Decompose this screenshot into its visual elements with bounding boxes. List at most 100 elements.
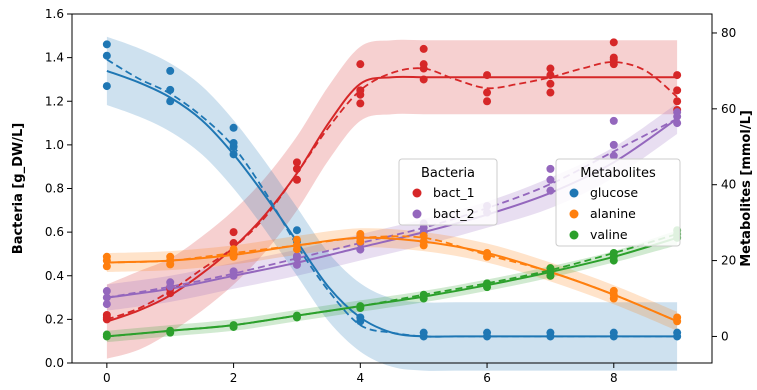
alanine-point xyxy=(483,248,492,257)
bact_1-point xyxy=(546,88,555,97)
bact_1-point xyxy=(419,75,428,84)
left-y-tick-label: 1.2 xyxy=(45,94,64,108)
valine-point xyxy=(419,290,428,299)
bact_2-point xyxy=(673,119,682,128)
bact_1-point xyxy=(229,228,238,237)
glucose-mean-line xyxy=(106,58,678,338)
glucose-point xyxy=(102,51,111,60)
alanine-point xyxy=(419,231,428,240)
left-y-tick-label: 1.4 xyxy=(45,51,64,65)
glucose-point xyxy=(356,313,365,322)
left-y-tick-label: 1.0 xyxy=(45,138,64,152)
bact_1-point xyxy=(292,158,301,167)
legend-glucose-marker xyxy=(569,188,579,198)
bact_2-point xyxy=(546,186,555,195)
valine-point xyxy=(166,326,175,335)
bact_1-point xyxy=(356,99,365,108)
bact_1-fit-line xyxy=(106,75,678,323)
valine-point xyxy=(356,302,365,311)
alanine-point xyxy=(229,245,238,254)
left-y-tick-label: 1.6 xyxy=(45,7,64,21)
legend-bact-1-marker xyxy=(412,188,422,198)
valine-point xyxy=(546,264,555,273)
glucose-point xyxy=(609,328,618,337)
glucose-point xyxy=(546,328,555,337)
bact_1-mean-line xyxy=(106,61,678,321)
alanine-point xyxy=(292,241,301,250)
bact_2-point xyxy=(546,164,555,173)
alanine-point xyxy=(102,262,111,271)
glucose-point xyxy=(419,328,428,337)
bact_1-point xyxy=(102,311,111,320)
right-axis-title: Metabolites [mmol/L] xyxy=(739,110,754,267)
right-y-tick-label: 0 xyxy=(721,329,729,343)
axis-ticks: 0 2 4 6 8 0.0 0.2 0.4 0.6 0.8 1.0 1.2 1.4 1.6 0 20 40 60 8… xyxy=(45,7,736,385)
bact_1-point xyxy=(546,71,555,80)
x-tick-label: 4 xyxy=(356,371,364,385)
bact_1-point xyxy=(546,79,555,88)
valine-point xyxy=(609,248,618,257)
legend-bacteria: Bacteria bact_1 bact_2 xyxy=(398,158,498,226)
bact_1-point xyxy=(546,64,555,73)
left-axis-title: Bacteria [g_DW/L] xyxy=(11,123,26,254)
bact_2-point xyxy=(292,260,301,269)
left-y-tick-label: 0.8 xyxy=(45,182,64,196)
x-tick-label: 6 xyxy=(483,371,491,385)
legend-bact-2-label: bact_2 xyxy=(433,206,475,221)
right-y-tick-label: 40 xyxy=(721,178,736,192)
bact_1-point xyxy=(419,60,428,69)
bact_1-point xyxy=(483,71,492,80)
bact_1-point xyxy=(609,38,618,47)
legend-bacteria-box xyxy=(398,158,498,226)
alanine-point xyxy=(609,286,618,295)
valine-point xyxy=(292,311,301,320)
alanine-mean-line xyxy=(106,235,678,323)
bact_1-point xyxy=(673,86,682,95)
left-y-tick-label: 0.4 xyxy=(45,269,64,283)
left-y-tick-label: 0.0 xyxy=(45,356,64,370)
valine-point xyxy=(483,279,492,288)
bact_2-point xyxy=(609,140,618,149)
valine-point xyxy=(102,330,111,339)
glucose-band xyxy=(106,36,678,371)
bact_1-point xyxy=(292,175,301,184)
alanine-point xyxy=(419,237,428,246)
bact_2-point xyxy=(229,267,238,276)
right-y-tick-label: 80 xyxy=(721,26,736,40)
alanine-point xyxy=(102,252,111,261)
left-y-tick-label: 0.2 xyxy=(45,312,64,326)
bact_2-point xyxy=(546,175,555,184)
bact_1-point xyxy=(483,97,492,106)
glucose-point xyxy=(102,82,111,91)
x-tick-label: 2 xyxy=(230,371,238,385)
bact_1-point xyxy=(419,44,428,53)
legend-glucose-label: glucose xyxy=(590,185,638,200)
legend-valine-label: valine xyxy=(590,227,628,242)
bact_1-point xyxy=(483,88,492,97)
glucose-point xyxy=(229,123,238,132)
x-tick-label: 0 xyxy=(103,371,111,385)
bact_1-point xyxy=(609,53,618,62)
bact_1-point xyxy=(229,239,238,248)
bact_1-point xyxy=(356,60,365,69)
bact_1-band xyxy=(106,39,678,359)
alanine-band xyxy=(106,228,678,331)
legend-metabolites-box xyxy=(555,158,681,247)
glucose-point xyxy=(483,328,492,337)
glucose-point xyxy=(166,85,175,94)
right-y-tick-label: 60 xyxy=(721,102,736,116)
bact_2-point xyxy=(292,252,301,261)
glucose-point xyxy=(166,66,175,75)
bact_2-point xyxy=(356,245,365,254)
right-y-tick-label: 20 xyxy=(721,254,736,268)
alanine-point xyxy=(166,252,175,261)
legend-valine-marker xyxy=(569,230,579,240)
legend-bact-2-marker xyxy=(412,209,422,219)
valine-point xyxy=(229,321,238,330)
glucose-point xyxy=(166,97,175,106)
bact_2-point xyxy=(102,293,111,302)
bact_2-point xyxy=(102,287,111,296)
series-points xyxy=(102,38,682,341)
